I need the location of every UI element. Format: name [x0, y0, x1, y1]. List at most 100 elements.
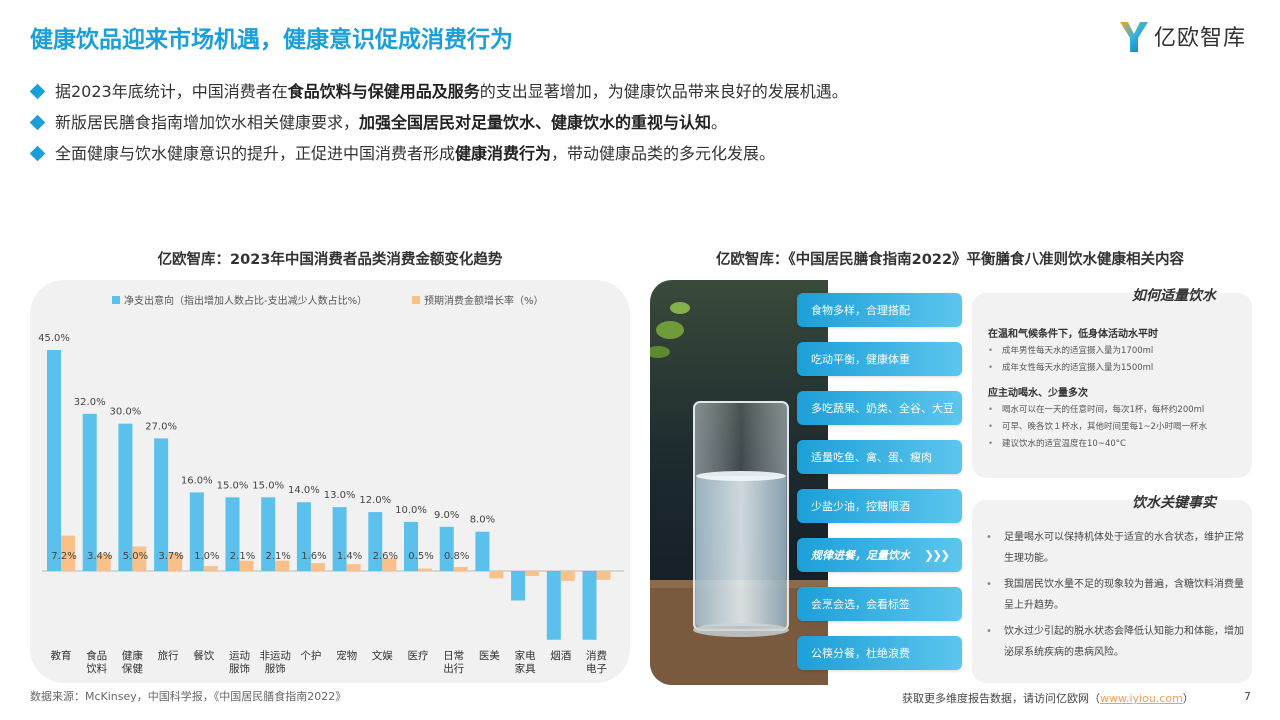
- category-label: 饮料: [86, 662, 107, 675]
- category-label: 出行: [443, 662, 464, 675]
- principle-5: 少盐少油，控糖限酒: [797, 489, 962, 523]
- data-label-growth-rate: 2.1%: [230, 551, 255, 562]
- data-label-net-intent: 27.0%: [145, 421, 177, 432]
- principle-8: 公筷分餐，杜绝浪费: [797, 636, 962, 670]
- water-intake-content: 在温和气候条件下，低身体活动水平时 • 成年男性每天水的适宜摄入量为1700ml …: [988, 325, 1243, 453]
- bar-growth-rate: [96, 554, 111, 571]
- data-label-net-intent: 45.0%: [38, 333, 70, 344]
- fact-item: • 足量喝水可以保持机体处于适宜的水合状态，维护正常生理功能。: [986, 527, 1244, 569]
- data-source: 数据来源：McKinsey，中国科学报，《中国居民膳食指南2022》: [30, 690, 347, 703]
- bar-net-intent: [154, 438, 169, 571]
- bar-growth-rate: [346, 564, 361, 571]
- data-label-net-intent: 12.0%: [359, 495, 391, 506]
- data-label-growth-rate: 0.5%: [408, 551, 433, 562]
- category-label: 电子: [586, 662, 607, 675]
- data-label-growth-rate: 1.0%: [194, 551, 219, 562]
- bar-growth-rate: [132, 546, 147, 571]
- bullet-text: 全面健康与饮水健康意识的提升，正促进中国消费者形成: [55, 144, 456, 163]
- principle-label: 适量吃鱼、禽、蛋、瘦肉: [811, 451, 932, 464]
- bullet-item: 新版居民膳食指南增加饮水相关健康要求， 加强全国居民对足量饮水、健康饮水的重视与认…: [29, 107, 848, 138]
- fact-item: • 饮水过少引起的脱水状态会降低认知能力和体能，增加泌尿系统疾病的患病风险。: [986, 621, 1244, 663]
- data-label-growth-rate: 7.2%: [51, 551, 76, 562]
- category-label: 家电: [515, 649, 536, 662]
- water-facts-content: • 足量喝水可以保持机体处于适宜的水合状态，维护正常生理功能。 • 我国居民饮水量不…: [986, 527, 1244, 668]
- category-label: 宠物: [336, 649, 357, 662]
- legend-item-net-intent: 净支出意向（指出增加人数占比-支出减少人数占比%）: [112, 292, 367, 307]
- category-label: 医疗: [408, 649, 429, 662]
- data-label-growth-rate: 0.8%: [444, 551, 469, 562]
- bullet-list: 据2023年底统计，中国消费者在 食品饮料与保健用品及服务 的支出显著增加，为健康饮…: [29, 76, 848, 169]
- bullet-emphasis: 健康消费行为: [455, 144, 552, 163]
- data-label-net-intent: 15.0%: [252, 480, 284, 491]
- fact-item: • 我国居民饮水量不足的现象较为普遍，含糖饮料消费量呈上升趋势。: [986, 574, 1244, 616]
- category-label: 消费: [586, 649, 607, 662]
- page-title: 健康饮品迎来市场机遇，健康意识促成消费行为: [30, 27, 513, 53]
- bar-net-intent: [582, 571, 597, 640]
- legend-swatch: [112, 295, 120, 304]
- category-label: 健康: [122, 649, 143, 662]
- category-label: 文娱: [372, 649, 393, 662]
- principle-4: 适量吃鱼、禽、蛋、瘦肉: [797, 440, 962, 474]
- logo-icon: [1120, 22, 1148, 52]
- data-label-growth-rate: 3.7%: [158, 551, 183, 562]
- fact-text: 我国居民饮水量不足的现象较为普遍，含糖饮料消费量呈上升趋势。: [1004, 579, 1244, 611]
- bar-growth-rate: [275, 560, 290, 571]
- diamond-bullet-icon: [29, 83, 46, 100]
- bullet-text: 据2023年底统计，中国消费者在: [55, 82, 288, 101]
- logo-text: 亿欧智库: [1154, 26, 1247, 51]
- principle-7: 会烹会选，会看标签: [797, 587, 962, 621]
- card-item: • 可早、晚各饮１杯水，其他时间里每1~2小时喝一杯水: [988, 419, 1243, 436]
- bullet-item: 全面健康与饮水健康意识的提升，正促进中国消费者形成 健康消费行为 ，带动健康品类的多…: [29, 138, 848, 169]
- card-item-text: 建议饮水的适宜温度在10~40°C: [1002, 439, 1126, 449]
- principle-3: 多吃蔬果、奶类、全谷、大豆: [797, 391, 962, 425]
- bullet-emphasis: 加强全国居民对足量饮水、健康饮水的重视与认知: [359, 113, 712, 132]
- logo: 亿欧智库: [1118, 18, 1246, 54]
- bar-growth-rate: [525, 571, 540, 576]
- website-link[interactable]: www.iyiou.com: [1100, 692, 1183, 705]
- category-label: 教育: [51, 649, 72, 662]
- bullet-item: 据2023年底统计，中国消费者在 食品饮料与保健用品及服务 的支出显著增加，为健康饮…: [29, 76, 848, 107]
- bar-growth-rate: [168, 552, 183, 571]
- data-label-growth-rate: 1.4%: [337, 551, 362, 562]
- category-label: 日常: [443, 649, 464, 662]
- bar-net-intent: [404, 521, 418, 571]
- data-label-growth-rate: 2.1%: [265, 551, 290, 562]
- bar-growth-rate: [418, 568, 432, 571]
- principle-label: 会烹会选，会看标签: [811, 598, 910, 611]
- data-label-growth-rate: 5.0%: [123, 551, 148, 562]
- chevron-right-icon: ❯❯❯: [924, 548, 950, 562]
- page-number: 7: [1244, 690, 1251, 703]
- principle-2: 吃动平衡，健康体重: [797, 342, 962, 376]
- bullet-emphasis: 食品饮料与保健用品及服务: [287, 82, 480, 101]
- bar-growth-rate: [489, 571, 504, 579]
- bullet-text: ，带动健康品类的多元化发展。: [551, 144, 776, 163]
- data-label-net-intent: 8.0%: [470, 515, 495, 526]
- bar-growth-rate: [203, 566, 218, 571]
- data-label-net-intent: 13.0%: [324, 490, 356, 501]
- card-item-text: 喝水可以在一天的任意时间，每次1杯，每杯约200ml: [1002, 405, 1205, 415]
- bar-net-intent: [189, 492, 204, 571]
- card-subheading: 在温和气候条件下，低身体活动水平时: [988, 329, 1158, 340]
- bar-net-intent: [118, 423, 133, 571]
- bar-net-intent: [47, 350, 61, 571]
- fact-text: 足量喝水可以保持机体处于适宜的水合状态，维护正常生理功能。: [1004, 532, 1244, 564]
- diamond-bullet-icon: [29, 145, 46, 162]
- diamond-bullet-icon: [29, 114, 46, 131]
- bar-growth-rate: [310, 563, 325, 571]
- bar-net-intent: [546, 571, 561, 640]
- bar-growth-rate: [596, 571, 611, 580]
- card-item-text: 成年男性每天水的适宜摄入量为1700ml: [1002, 346, 1154, 356]
- category-label: 旅行: [158, 649, 179, 662]
- data-label-net-intent: 10.0%: [395, 505, 427, 516]
- bar-net-intent: [368, 512, 383, 571]
- footer-cta: 获取更多维度报告数据，请访问亿欧网（www.iyiou.com）: [902, 690, 1194, 706]
- bar-growth-rate: [560, 571, 575, 581]
- bar-net-intent: [296, 502, 311, 571]
- data-label-growth-rate: 1.6%: [301, 551, 326, 562]
- data-label-growth-rate: 2.6%: [373, 551, 398, 562]
- bar-net-intent: [511, 571, 526, 601]
- water-intake-card-heading: 如何适量饮水: [1132, 288, 1216, 304]
- water-glass-image: [650, 280, 828, 685]
- principle-1: 食物多样，合理搭配: [797, 293, 962, 327]
